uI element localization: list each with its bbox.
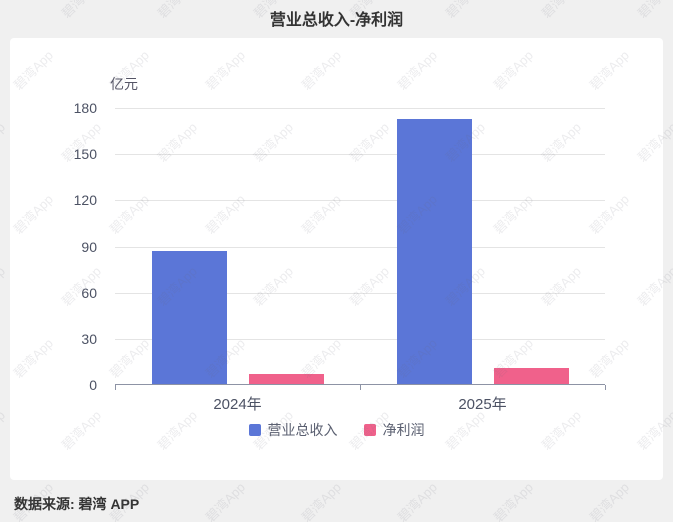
bar-营业总收入-2025年[interactable] xyxy=(396,118,472,385)
bars-row xyxy=(115,108,605,385)
data-source-label: 数据来源: 碧湾 APP xyxy=(14,496,140,512)
watermark-text: 碧湾App xyxy=(394,479,440,522)
x-axis-tick xyxy=(360,385,361,390)
x-axis-line xyxy=(115,384,605,385)
y-axis-tick-label: 180 xyxy=(73,100,97,116)
legend-label-revenue: 营业总收入 xyxy=(267,422,338,438)
bar-净利润-2025年[interactable] xyxy=(493,368,569,385)
chart-title: 营业总收入-净利润 xyxy=(269,12,404,29)
bar-营业总收入-2024年[interactable] xyxy=(151,251,227,385)
bar-净利润-2024年[interactable] xyxy=(248,374,324,385)
watermark-text: 碧湾App xyxy=(0,407,8,453)
gridline xyxy=(115,154,605,156)
legend-item-net-profit[interactable]: 净利润 xyxy=(363,420,425,440)
y-axis-tick-label: 60 xyxy=(81,284,97,301)
legend: 营业总收入 净利润 xyxy=(10,420,663,440)
legend-label-net-profit: 净利润 xyxy=(382,422,425,438)
watermark-text: 碧湾App xyxy=(298,479,344,522)
gridline xyxy=(115,200,605,202)
y-axis: 0 30 60 90 120 150 180 xyxy=(40,100,105,393)
x-axis-labels: 2024年 2025年 xyxy=(115,393,605,414)
x-axis-tick xyxy=(115,385,116,390)
bar-group-2025年 xyxy=(360,108,605,385)
bar-group-2024年 xyxy=(115,108,360,385)
watermark-text: 碧湾App xyxy=(586,479,632,522)
watermark-text: 碧湾App xyxy=(202,479,248,522)
legend-marker-revenue-icon xyxy=(248,424,261,436)
watermark-text: 碧湾App xyxy=(490,479,536,522)
watermark-text: 碧湾App xyxy=(0,119,8,165)
x-axis-label: 2024年 xyxy=(213,396,262,413)
y-axis-unit-label: 亿元 xyxy=(110,76,138,92)
y-axis-tick-label: 90 xyxy=(81,238,97,255)
legend-item-revenue[interactable]: 营业总收入 xyxy=(248,420,338,440)
watermark-text: 碧湾App xyxy=(0,263,8,309)
gridline xyxy=(115,292,605,294)
gridline xyxy=(115,246,605,248)
legend-marker-net-profit-icon xyxy=(363,424,376,436)
y-axis-tick-label: 30 xyxy=(81,330,97,347)
y-axis-tick-label: 120 xyxy=(73,192,97,209)
gridline xyxy=(115,338,605,340)
gridline xyxy=(115,108,605,109)
x-axis-label: 2025年 xyxy=(458,396,507,413)
chart-card: 亿元 0 30 60 90 120 150 180 2024年 2025年 营业总收入 净利润 xyxy=(10,38,663,480)
plot-area xyxy=(115,108,606,390)
y-axis-tick-label: 0 xyxy=(89,377,97,393)
y-axis-tick-label: 150 xyxy=(73,146,97,163)
x-axis-tick xyxy=(605,385,606,390)
